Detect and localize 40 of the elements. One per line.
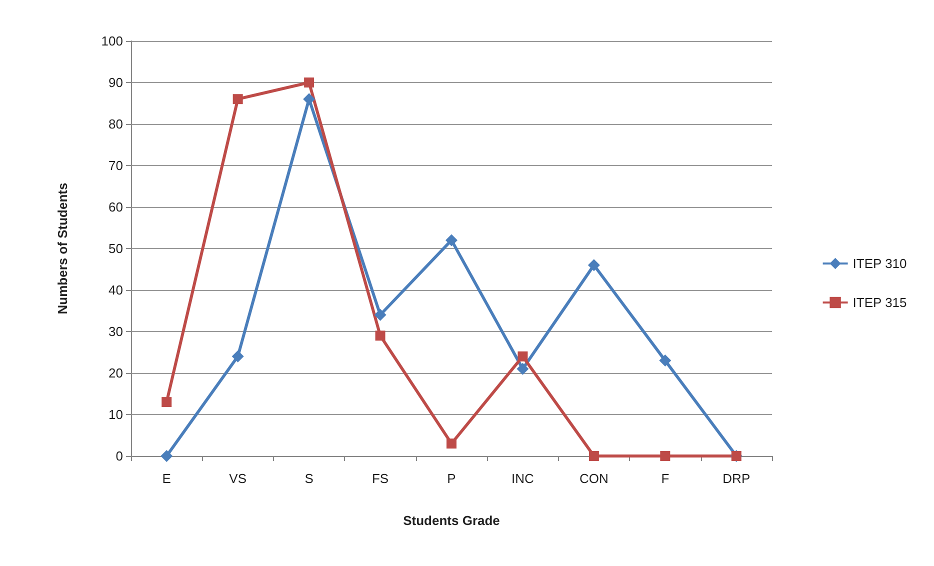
y-tick-label: 80: [108, 116, 123, 132]
point: [160, 450, 173, 462]
legend-label: ITEP 310: [852, 256, 907, 271]
y-tick-label: 30: [108, 324, 123, 339]
y-tick-label: 50: [108, 241, 123, 256]
x-tick-label: P: [447, 471, 456, 486]
legend-label: ITEP 315: [852, 295, 907, 310]
x-tick-label: INC: [512, 471, 534, 486]
x-tick-label: VS: [229, 471, 247, 486]
point: [162, 397, 172, 408]
y-tick-label: 40: [108, 282, 123, 298]
point: [659, 354, 672, 367]
y-tick-label: 20: [108, 366, 123, 380]
x-tick-label: F: [661, 471, 670, 486]
y-tick-label: 100: [101, 34, 123, 48]
x-tick-label: CON: [580, 471, 608, 486]
x-tick-label: DRP: [722, 471, 750, 486]
point: [232, 350, 244, 362]
x-tick-label: E: [162, 471, 172, 486]
point: [375, 330, 386, 341]
point: [304, 78, 314, 88]
point: [588, 451, 599, 461]
y-tick-label: 60: [108, 200, 123, 214]
x-axis-title: Students Grade: [403, 513, 500, 528]
y-tick-label: 70: [108, 158, 123, 173]
point: [518, 351, 528, 362]
point: [516, 362, 529, 375]
y-tick-label: 0: [116, 448, 123, 464]
point: [303, 93, 316, 106]
y-tick-label: 90: [108, 75, 123, 90]
y-axis-title: Numbers of Students: [55, 182, 70, 314]
point: [446, 438, 456, 449]
x-tick-label: S: [304, 471, 314, 486]
point: [232, 94, 243, 104]
point: [588, 259, 600, 272]
y-tick-label: 10: [108, 407, 123, 422]
point: [374, 308, 386, 321]
x-tick-label: FS: [372, 471, 389, 486]
point: [446, 234, 458, 246]
point: [660, 451, 670, 461]
